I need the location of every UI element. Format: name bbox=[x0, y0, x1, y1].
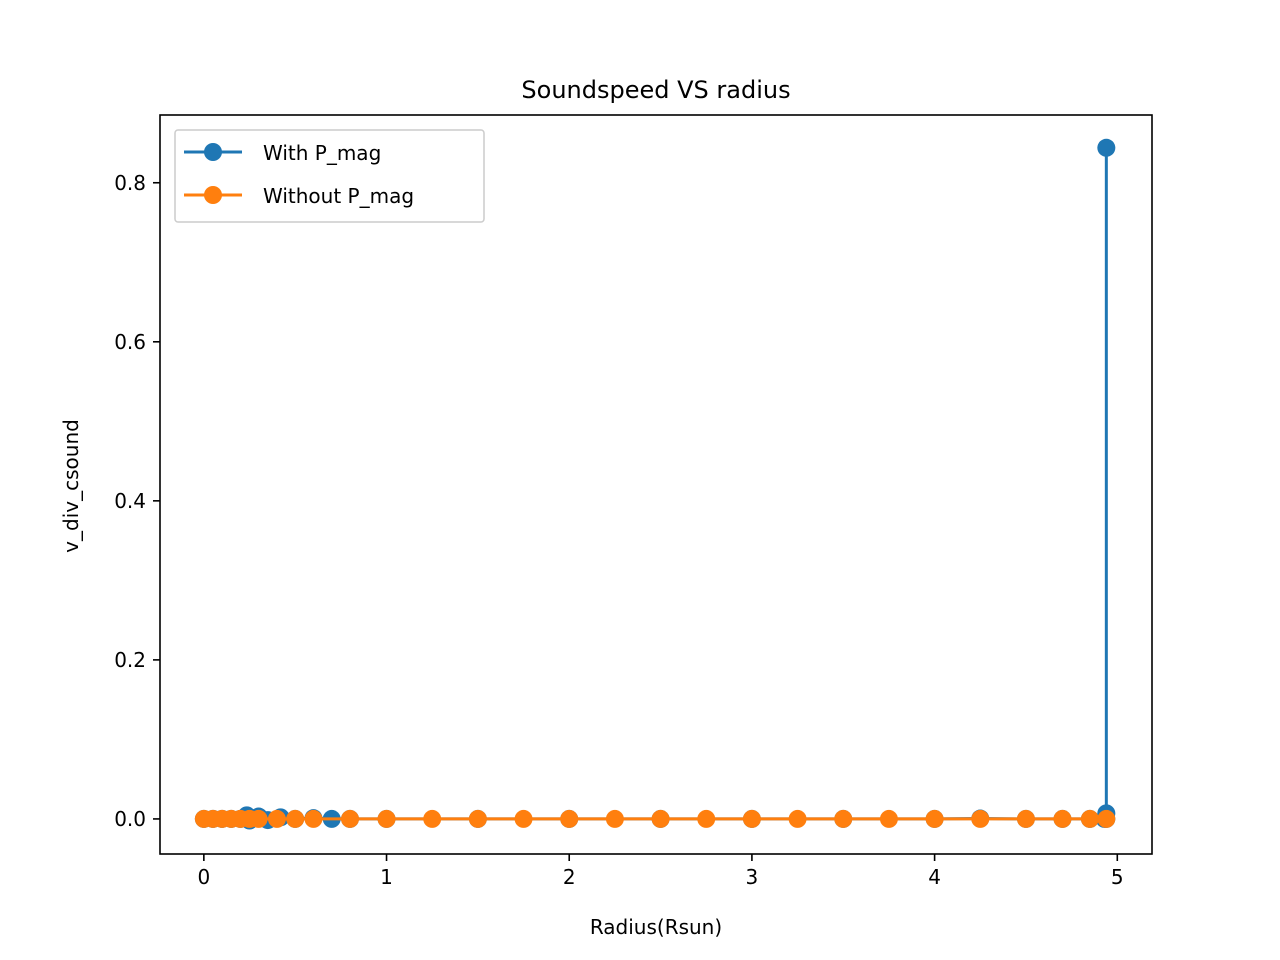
y-tick-label: 0.0 bbox=[114, 807, 146, 831]
x-axis-label: Radius(Rsun) bbox=[590, 915, 722, 939]
series-layer bbox=[194, 138, 1116, 830]
plot-frame bbox=[159, 114, 1153, 855]
x-axis: 0 1 2 3 4 5 bbox=[197, 854, 1124, 889]
data-point-without-p-mag bbox=[304, 809, 323, 828]
legend-marker-without-pmag bbox=[204, 186, 222, 204]
y-tick-label: 0.2 bbox=[114, 648, 146, 672]
data-point-without-p-mag bbox=[249, 809, 268, 828]
x-tick-label: 1 bbox=[380, 865, 393, 889]
legend-label-with-pmag: With P_mag bbox=[263, 141, 381, 165]
y-tick-label: 0.8 bbox=[114, 171, 146, 195]
x-tick-label: 5 bbox=[1111, 865, 1124, 889]
legend: With P_mag Without P_mag bbox=[174, 129, 485, 223]
x-tick-label: 4 bbox=[928, 865, 941, 889]
legend-frame bbox=[174, 129, 485, 223]
y-axis: 0.0 0.2 0.4 0.6 0.8 bbox=[114, 171, 160, 831]
data-point-without-p-mag bbox=[742, 809, 761, 828]
data-point-without-p-mag bbox=[377, 809, 396, 828]
data-point-without-p-mag bbox=[560, 809, 579, 828]
series-without-p-mag bbox=[194, 809, 1116, 828]
data-point-without-p-mag bbox=[1080, 809, 1099, 828]
data-point-without-p-mag bbox=[879, 809, 898, 828]
data-point-without-p-mag bbox=[286, 809, 305, 828]
legend-marker-with-pmag bbox=[204, 143, 222, 161]
data-point-without-p-mag bbox=[267, 809, 286, 828]
data-point-without-p-mag bbox=[468, 809, 487, 828]
chart-title: Soundspeed VS radius bbox=[521, 76, 790, 104]
legend-label-without-pmag: Without P_mag bbox=[263, 184, 414, 208]
data-point-without-p-mag bbox=[651, 809, 670, 828]
x-tick-label: 0 bbox=[197, 865, 210, 889]
data-point-without-p-mag bbox=[1016, 809, 1035, 828]
data-point-without-p-mag bbox=[834, 809, 853, 828]
plot-area bbox=[160, 115, 1152, 854]
x-tick-label: 2 bbox=[563, 865, 576, 889]
data-point-without-p-mag bbox=[697, 809, 716, 828]
data-point-without-p-mag bbox=[341, 809, 359, 828]
y-tick-label: 0.4 bbox=[114, 489, 146, 513]
data-point-without-p-mag bbox=[1097, 809, 1116, 828]
data-point-without-p-mag bbox=[605, 809, 624, 828]
x-tick-label: 3 bbox=[746, 865, 759, 889]
data-point-without-p-mag bbox=[1053, 809, 1072, 828]
data-point-without-p-mag bbox=[788, 809, 807, 828]
data-point-without-p-mag bbox=[925, 809, 944, 828]
data-point-without-p-mag bbox=[971, 809, 990, 828]
y-tick-label: 0.6 bbox=[114, 330, 146, 354]
data-point-without-p-mag bbox=[423, 809, 442, 828]
data-point-with-p-mag bbox=[1097, 138, 1116, 157]
data-point-without-p-mag bbox=[514, 809, 533, 828]
y-axis-label: v_div_csound bbox=[59, 419, 83, 553]
